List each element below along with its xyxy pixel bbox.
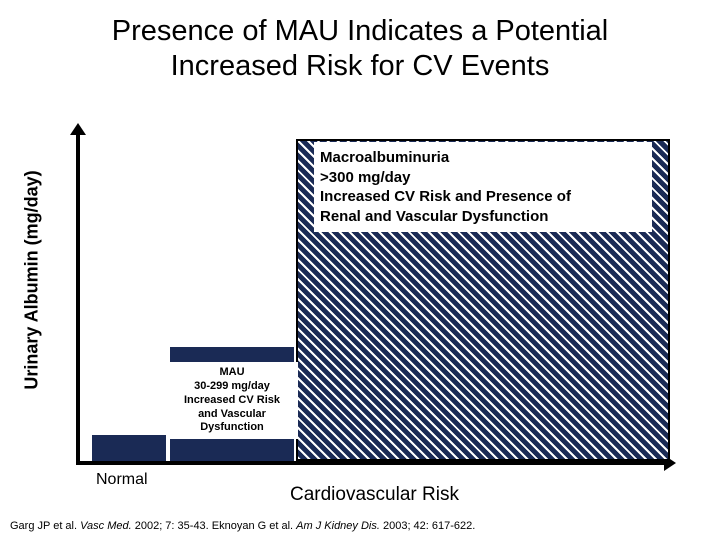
x-axis-label: Cardiovascular Risk <box>290 484 459 506</box>
mau-line-1: MAU <box>168 366 296 380</box>
x-axis-arrow <box>76 461 666 465</box>
normal-label: Normal <box>96 471 148 489</box>
macro-line-2: >300 mg/day <box>320 168 646 188</box>
macro-line-4: Renal and Vascular Dysfunction <box>320 207 646 227</box>
cite-a1: Garg JP et al. <box>10 520 80 532</box>
mau-line-3: Increased CV Risk <box>168 394 296 408</box>
title-text: Presence of MAU Indicates a PotentialInc… <box>112 15 608 82</box>
slide: Presence of MAU Indicates a PotentialInc… <box>0 0 720 540</box>
macro-line-3: Increased CV Risk and Presence of <box>320 187 646 207</box>
citation: Garg JP et al. Vasc Med. 2002; 7: 35-43.… <box>10 520 475 532</box>
mau-line-4: and Vascular <box>168 408 296 422</box>
mau-line-5: Dysfunction <box>168 421 296 435</box>
cite-a3: 2003; 42: 617-622. <box>380 520 475 532</box>
macro-line-1: Macroalbuminuria <box>320 148 646 168</box>
mau-text-box: MAU 30-299 mg/day Increased CV Risk and … <box>166 362 298 439</box>
cite-j2: Am J Kidney Dis. <box>296 520 380 532</box>
chart-area: Macroalbuminuria >300 mg/day Increased C… <box>70 120 680 465</box>
bar-normal <box>92 435 166 461</box>
y-axis-arrow <box>76 133 80 465</box>
cite-a2: 2002; 7: 35-43. Eknoyan G et al. <box>132 520 297 532</box>
macro-text-box: Macroalbuminuria >300 mg/day Increased C… <box>314 142 652 232</box>
y-axis-label: Urinary Albumin (mg/day) <box>22 170 43 389</box>
slide-title: Presence of MAU Indicates a PotentialInc… <box>0 14 720 84</box>
mau-line-2: 30-299 mg/day <box>168 380 296 394</box>
cite-j1: Vasc Med. <box>80 520 132 532</box>
